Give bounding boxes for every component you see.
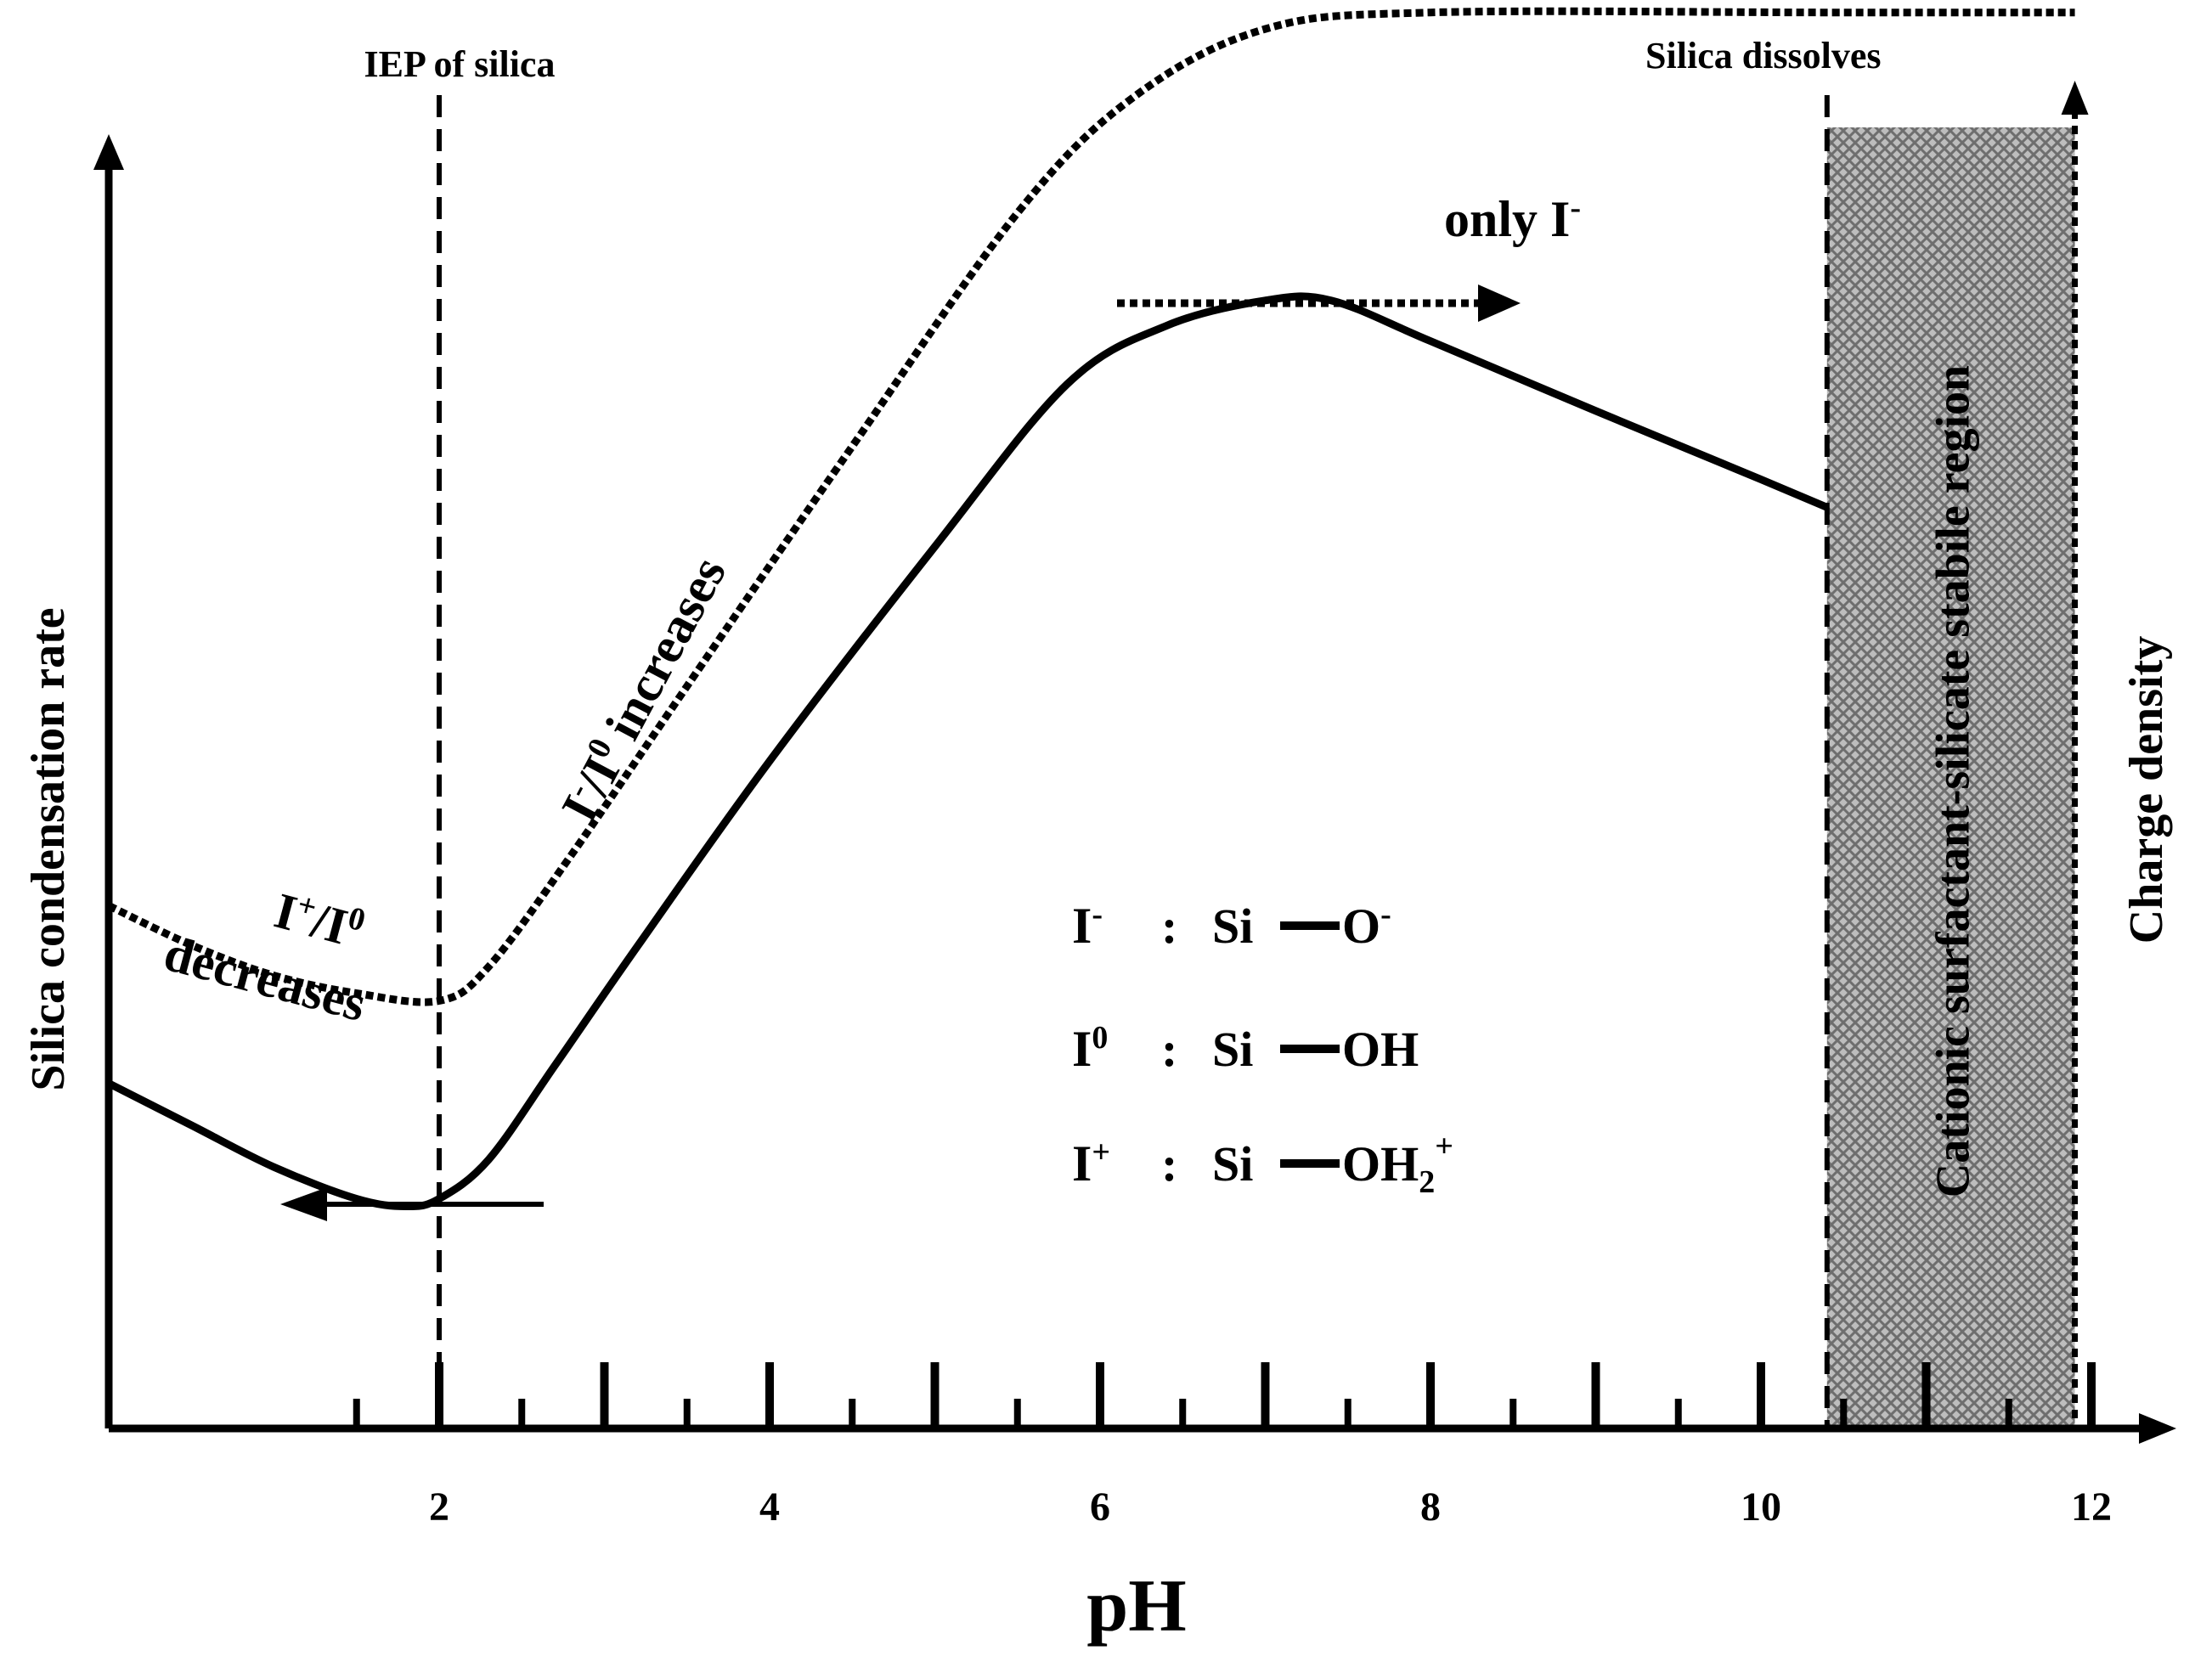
iep-label: IEP of silica [364, 43, 556, 85]
charge-density-axis-arrowhead [2061, 81, 2089, 115]
legend-entry: I+: Si OH2+ [1072, 1129, 1453, 1200]
x-tick-label: 6 [1090, 1485, 1110, 1530]
svg-text::: : [1161, 1022, 1177, 1077]
x-axis-title: pH [1086, 1565, 1186, 1648]
svg-text:I+: I+ [1072, 1135, 1110, 1192]
legend-entry: I-: Si O- [1072, 897, 1391, 954]
svg-text:Si: Si [1212, 899, 1253, 954]
legend: I-: Si O- I0: Si OH I+: Si OH2+ [1072, 897, 1453, 1200]
svg-text:Si: Si [1212, 1136, 1253, 1192]
svg-text::: : [1161, 899, 1177, 954]
svg-text:I0: I0 [1072, 1020, 1108, 1077]
x-tick-label: 12 [2071, 1485, 2112, 1530]
x-tick-label: 2 [429, 1485, 449, 1530]
stable-region-shading [1826, 127, 2075, 1428]
y2-axis-title: Charge density [2120, 636, 2173, 944]
legend-entry: I0: Si OH [1072, 1020, 1419, 1077]
silica-dissolves-label: Silica dissolves [1645, 35, 1882, 76]
y-axis-title: Silica condensation rate [22, 607, 75, 1090]
svg-text:O-: O- [1342, 897, 1391, 954]
x-tick-label: 4 [759, 1485, 780, 1530]
y-axis-arrowhead [93, 134, 124, 170]
charge-density-curve [107, 7, 2075, 1006]
svg-text:I-: I- [1072, 897, 1103, 954]
x-tick-label: 10 [1741, 1485, 1781, 1530]
stable-region-label: Cationic surfactant-silicate stabile reg… [1927, 365, 1980, 1197]
svg-text::: : [1161, 1136, 1177, 1192]
decreases-annotation-line1: I+/I0 [269, 882, 370, 960]
condensation-rate-curve [106, 292, 1829, 1211]
increases-annotation: I-/I0 increases [550, 547, 736, 831]
svg-text:OH2+: OH2+ [1342, 1129, 1453, 1200]
x-tick-marks [353, 1362, 2096, 1428]
svg-text:Si: Si [1212, 1022, 1253, 1077]
only-anion-annotation: only I- [1444, 190, 1581, 247]
x-tick-labels: 2 4 6 8 10 12 [429, 1485, 2112, 1530]
x-axis-arrowhead [2139, 1413, 2176, 1444]
svg-text:OH: OH [1342, 1022, 1419, 1077]
dotted-arrow-head [1478, 285, 1521, 322]
left-arrow-head [280, 1187, 327, 1221]
x-tick-label: 8 [1420, 1485, 1441, 1530]
